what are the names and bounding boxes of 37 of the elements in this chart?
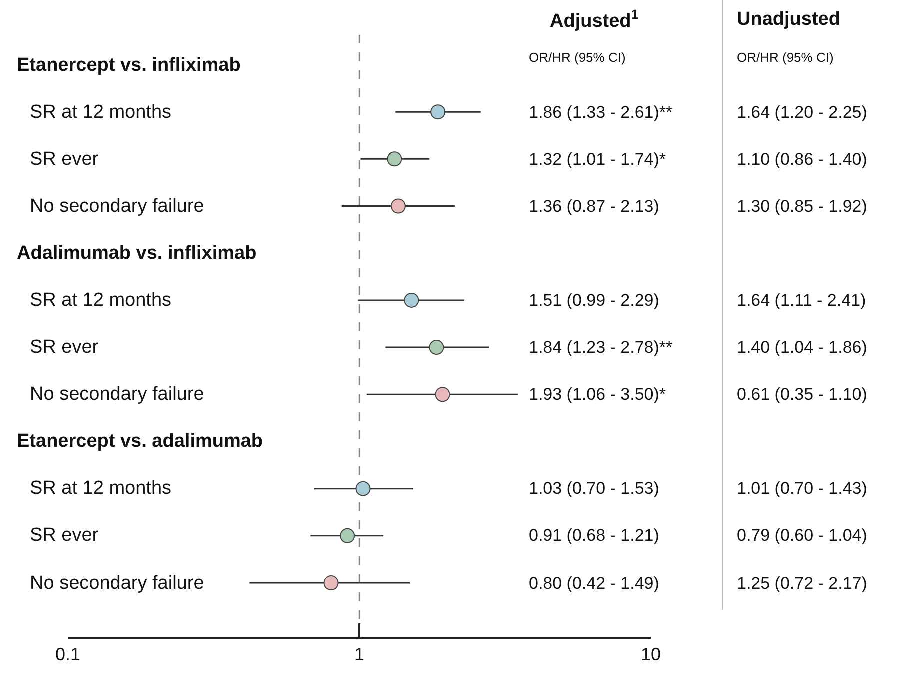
text: Adjusted$^{1}$ [550, 7, 640, 32]
text: 1.10 (0.86 - 1.40) [737, 150, 868, 169]
text: 1.25 (0.72 - 2.17) [737, 574, 868, 593]
annotation: 0.91 (0.68 - 1.21) [529, 526, 660, 545]
y-tick-label: SR at 12 months [30, 102, 172, 123]
y-tick-label: No secondary failure [30, 384, 204, 405]
annotation: 1.36 (0.87 - 2.13) [529, 197, 660, 216]
text: OR/HR (95% CI) [737, 50, 834, 65]
text: 0.79 (0.60 - 1.04) [737, 526, 868, 545]
annotation: 1.03 (0.70 - 1.53) [529, 479, 660, 498]
text: 1.30 (0.85 - 1.92) [737, 197, 868, 216]
annotation: 1.32 (1.01 - 1.74)* [529, 150, 666, 169]
y-tick-label: No secondary failure [30, 573, 204, 594]
text: 0.61 (0.35 - 1.10) [737, 385, 868, 404]
y-tick-label: SR at 12 months [30, 478, 172, 499]
y-tick-label: SR ever [30, 525, 100, 546]
y-tick-label: Etanercept vs. infliximab [17, 55, 241, 76]
annotation: 1.93 (1.06 - 3.50)* [529, 385, 666, 404]
x-tick-label: 1 [354, 644, 365, 664]
annotation: 1.51 (0.99 - 2.29) [529, 291, 660, 310]
annotation: 1.86 (1.33 - 2.61)** [529, 103, 674, 122]
text: Unadjusted [737, 9, 840, 30]
annotation: OR/HR (95% CI) [529, 50, 626, 65]
annotation: 0.80 (0.42 - 1.49) [529, 574, 660, 593]
annotation: 1.84 (1.23 - 2.78)** [529, 338, 674, 357]
y-tick-label: SR ever [30, 337, 100, 358]
y-tick-label: SR ever [30, 149, 100, 170]
text: 1.40 (1.04 - 1.86) [737, 338, 868, 357]
text: 1.01 (0.70 - 1.43) [737, 479, 868, 498]
x-tick-label: 10 [640, 644, 662, 664]
y-tick-label: No secondary failure [30, 196, 204, 217]
x-tick-label: 0.1 [55, 644, 81, 664]
text: 1.64 (1.11 - 2.41) [737, 291, 866, 310]
y-tick-label: Adalimumab vs. infliximab [17, 243, 257, 264]
y-tick-label: Etanercept vs. adalimumab [17, 431, 264, 452]
text: 1.64 (1.20 - 2.25) [737, 103, 868, 122]
y-tick-label: SR at 12 months [30, 290, 172, 311]
